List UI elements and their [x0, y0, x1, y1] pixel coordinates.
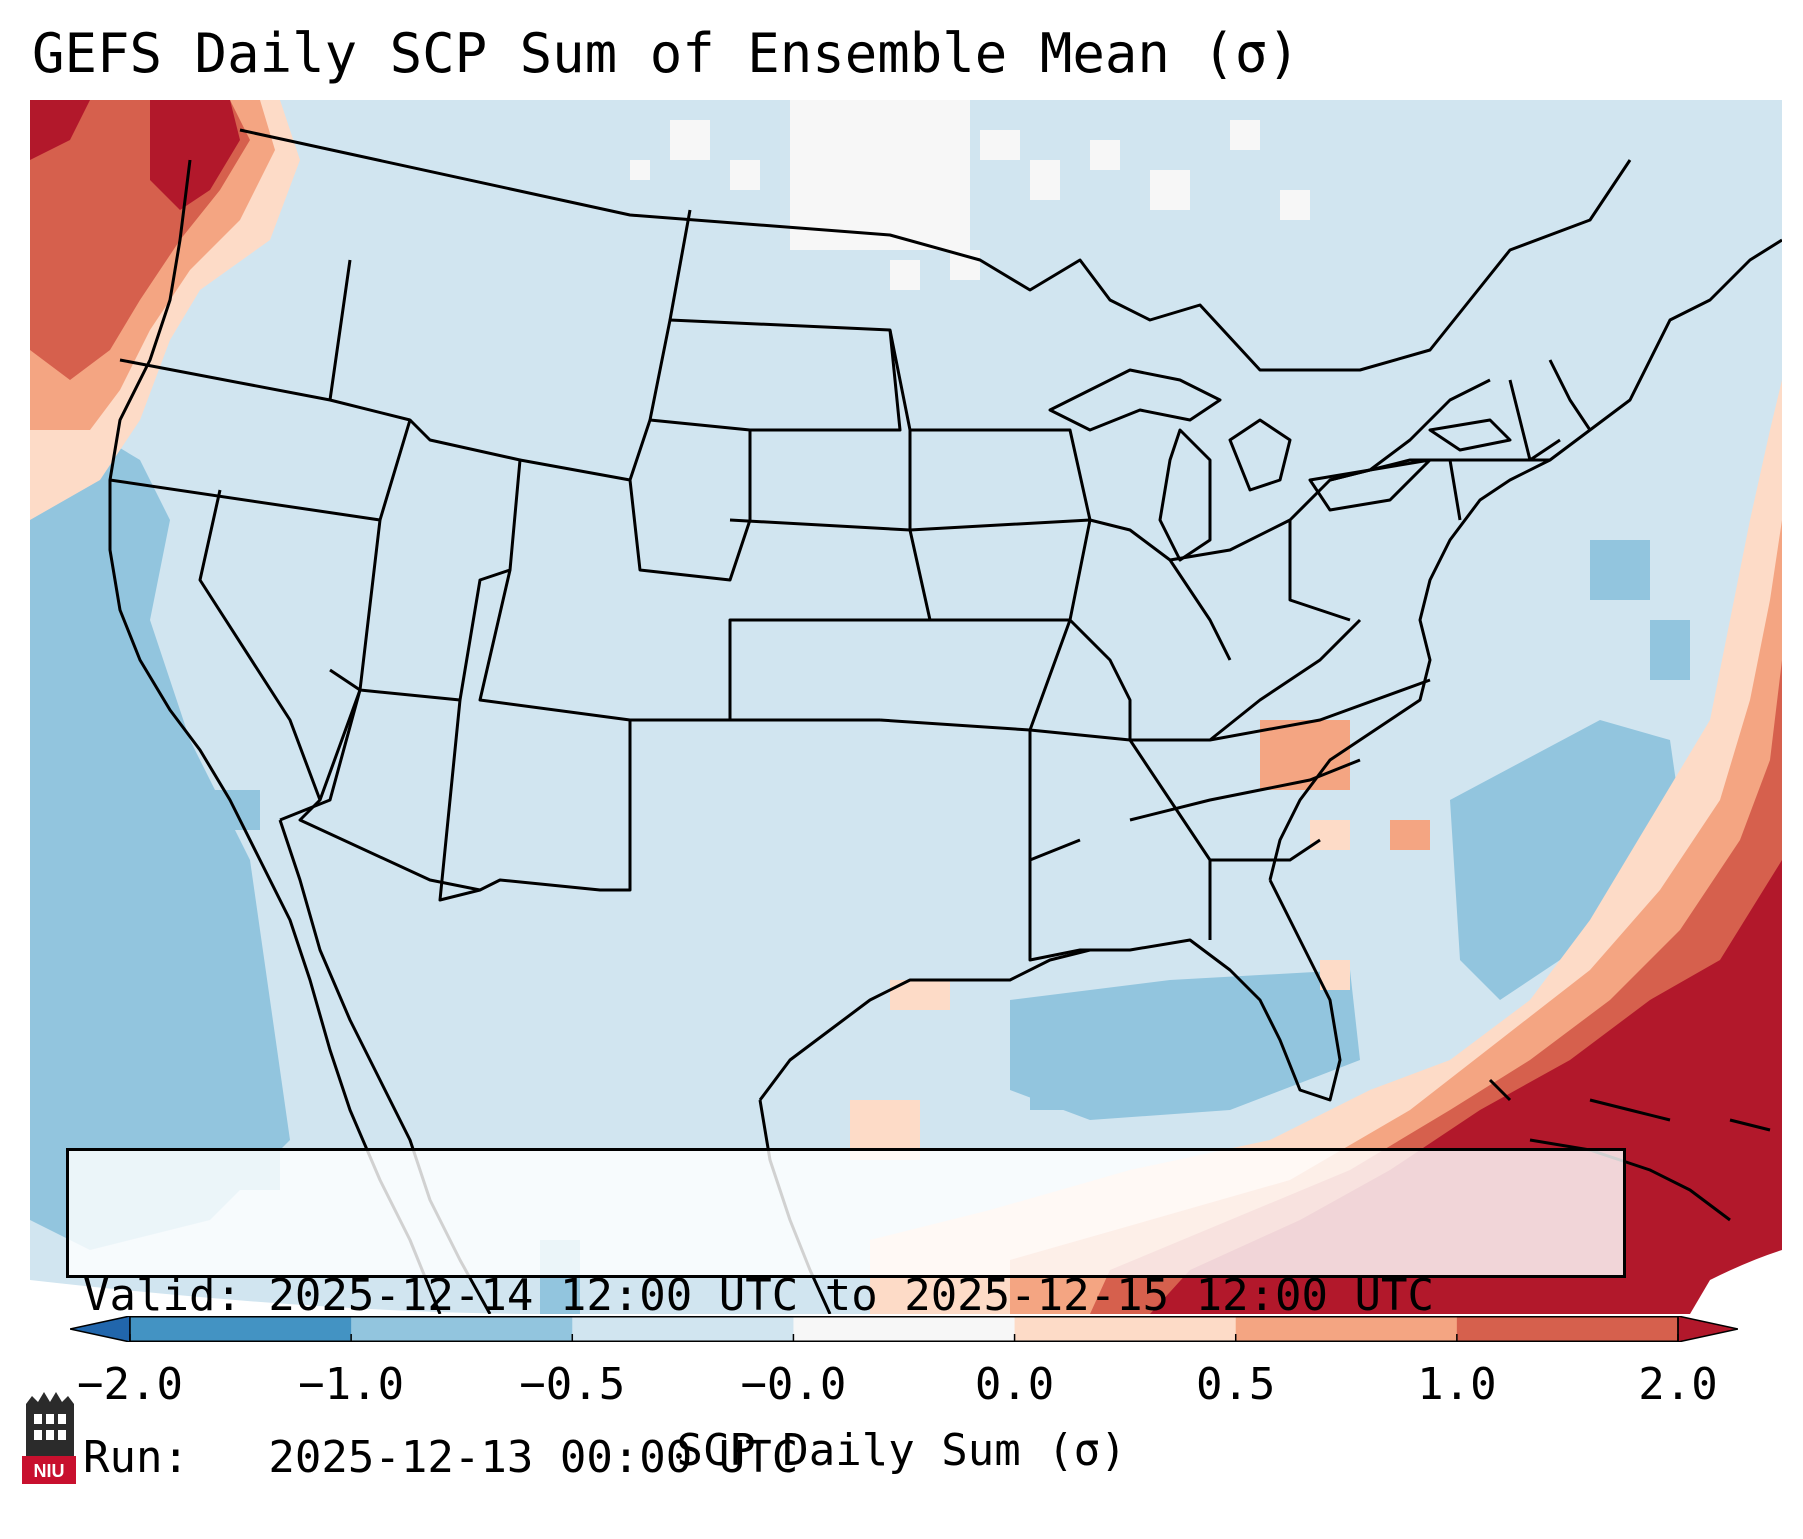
negative-patches: [30, 250, 1690, 1314]
valid-time-text: Valid: 2025-12-14 12:00 UTC to 2025-12-1…: [83, 1270, 1435, 1321]
colorbar-tick-label: −0.0: [740, 1359, 847, 1410]
chart-title: GEFS Daily SCP Sum of Ensemble Mean (σ): [32, 22, 1300, 85]
valid-run-info-box: Valid: 2025-12-14 12:00 UTC to 2025-12-1…: [66, 1148, 1626, 1483]
map-panel: [30, 100, 1782, 1314]
niu-logo: NIU: [22, 1392, 76, 1484]
positive-anomaly-pacific-nw: [30, 100, 300, 520]
colorbar-tick-label: −1.0: [298, 1359, 405, 1410]
colorbar-extend-high: [1677, 1316, 1738, 1342]
colorbar-tick-label: 0.0: [974, 1359, 1055, 1410]
colorbar-segment: [1456, 1316, 1679, 1342]
colorbar-frame: [129, 1316, 1679, 1342]
colorbar-segment: [572, 1316, 794, 1342]
near-zero-patches: [630, 100, 1310, 290]
run-time-text: Run: 2025-12-13 00:00 UTC: [83, 1432, 799, 1483]
colorbar-tick-label: −0.5: [519, 1359, 626, 1410]
colorbar-tick-label: −2.0: [77, 1359, 183, 1410]
colorbar-label: SCP Daily Sum (σ): [676, 1425, 1127, 1476]
colorbar-tick-label: 2.0: [1638, 1359, 1718, 1410]
colorbar-segment: [351, 1316, 573, 1342]
logo-text: NIU: [34, 1461, 65, 1481]
colorbar-extend-low: [70, 1316, 131, 1342]
colorbar: [70, 1316, 1738, 1342]
colorbar-tick-label: 0.5: [1195, 1359, 1276, 1410]
colorbar-tick-label: 1.0: [1417, 1359, 1497, 1410]
colorbar-segment: [130, 1316, 352, 1342]
colorbar-segment: [793, 1316, 1016, 1342]
colorbar-segment: [1235, 1316, 1458, 1342]
colorbar-segment: [1014, 1316, 1237, 1342]
